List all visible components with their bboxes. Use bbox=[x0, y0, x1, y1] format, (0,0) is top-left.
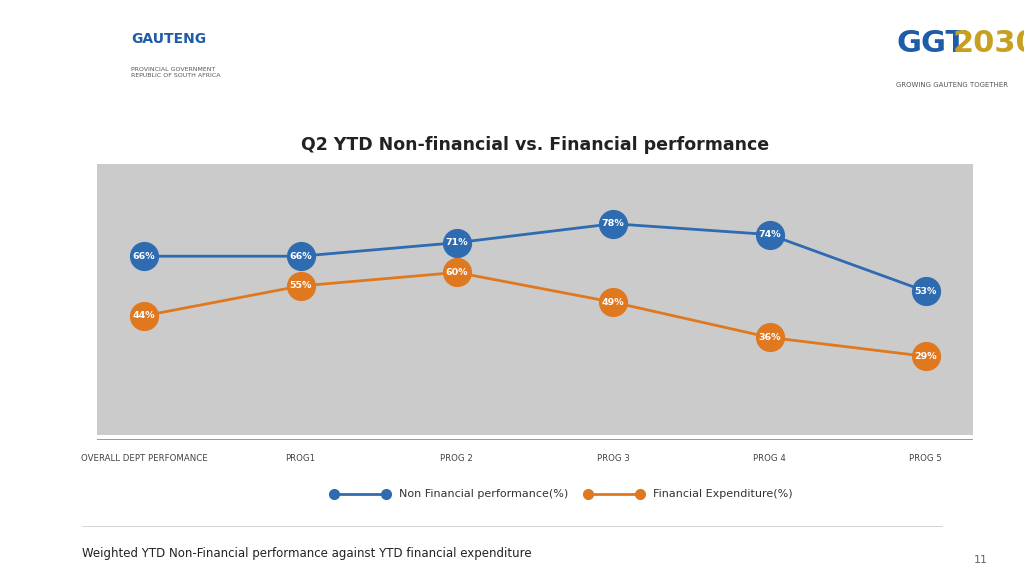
Text: 29%: 29% bbox=[914, 352, 937, 361]
Title: Q2 YTD Non-financial vs. Financial performance: Q2 YTD Non-financial vs. Financial perfo… bbox=[301, 137, 769, 154]
Text: 66%: 66% bbox=[133, 252, 156, 261]
Text: 74%: 74% bbox=[758, 230, 781, 239]
Text: GROWING GAUTENG TOGETHER: GROWING GAUTENG TOGETHER bbox=[896, 82, 1008, 88]
Text: PROG 3: PROG 3 bbox=[597, 454, 630, 463]
Text: 55%: 55% bbox=[290, 282, 311, 290]
Text: Non-Financial Vs Financial Comparison: AYTD: Non-Financial Vs Financial Comparison: A… bbox=[95, 114, 699, 138]
Text: 36%: 36% bbox=[759, 333, 781, 342]
Text: 11: 11 bbox=[974, 555, 988, 564]
Text: Non Financial performance(%): Non Financial performance(%) bbox=[399, 489, 568, 499]
Text: 44%: 44% bbox=[133, 311, 156, 320]
Text: 53%: 53% bbox=[914, 287, 937, 296]
Text: GGT: GGT bbox=[896, 29, 967, 58]
Text: PROG 4: PROG 4 bbox=[753, 454, 786, 463]
Text: GAUTENG: GAUTENG bbox=[131, 32, 206, 47]
Text: PROG1: PROG1 bbox=[286, 454, 315, 463]
Text: 60%: 60% bbox=[445, 268, 468, 277]
Text: Weighted YTD Non-Financial performance against YTD financial expenditure: Weighted YTD Non-Financial performance a… bbox=[82, 547, 531, 559]
Text: PROG 5: PROG 5 bbox=[909, 454, 942, 463]
Text: 78%: 78% bbox=[602, 219, 625, 228]
Text: 49%: 49% bbox=[602, 298, 625, 307]
Text: 2030: 2030 bbox=[952, 29, 1024, 58]
Text: 66%: 66% bbox=[289, 252, 312, 261]
Text: 71%: 71% bbox=[445, 238, 468, 247]
Text: Financial Expenditure(%): Financial Expenditure(%) bbox=[653, 489, 793, 499]
Text: OVERALL DEPT PERFOMANCE: OVERALL DEPT PERFOMANCE bbox=[81, 454, 208, 463]
Text: PROVINCIAL GOVERNMENT
REPUBLIC OF SOUTH AFRICA: PROVINCIAL GOVERNMENT REPUBLIC OF SOUTH … bbox=[131, 67, 220, 78]
Text: PROG 2: PROG 2 bbox=[440, 454, 473, 463]
